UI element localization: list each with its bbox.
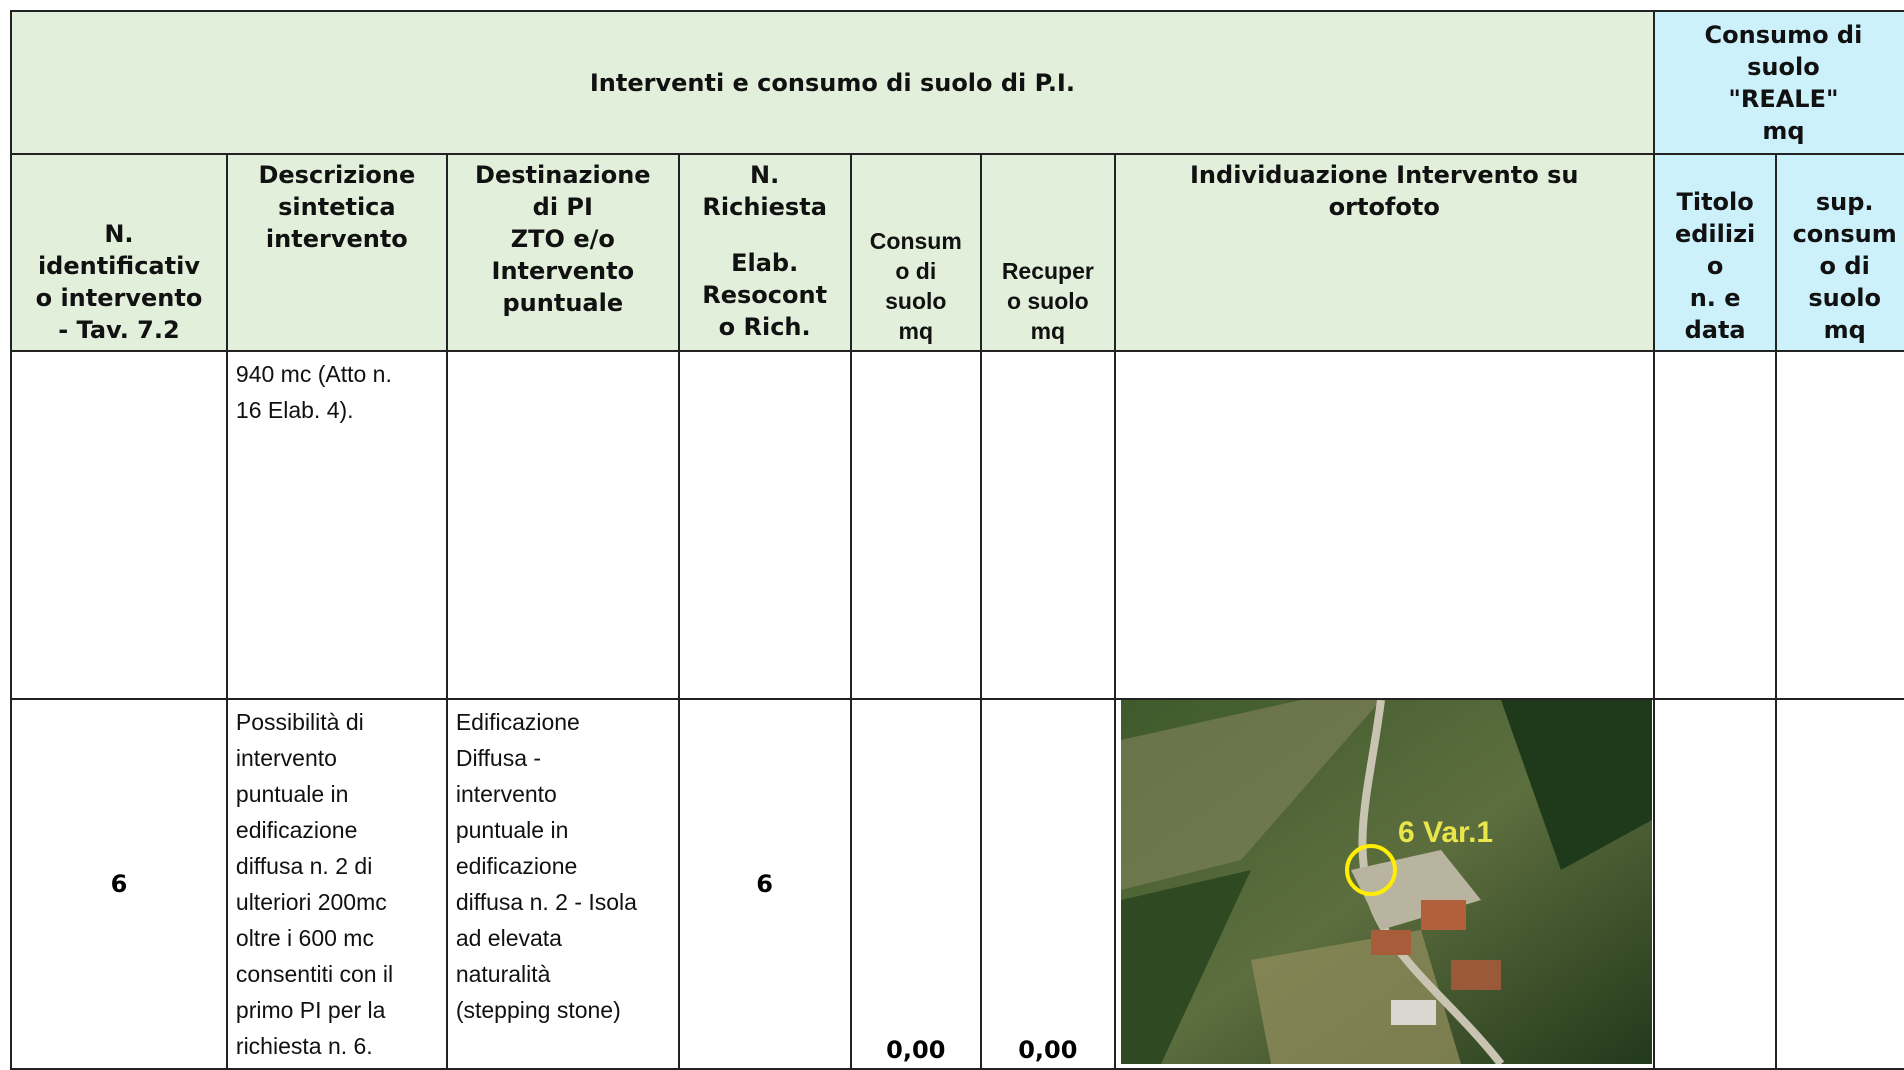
text-line: Possibilità di xyxy=(235,709,364,735)
ortofoto-label: 6 Var.1 xyxy=(1398,816,1493,849)
text-line: edilizi xyxy=(1674,220,1756,248)
cell: 0,00 xyxy=(980,698,1116,1070)
cell: Possibilità di intervento puntuale in edifi… xyxy=(225,698,448,1070)
text-line: N. xyxy=(750,161,780,189)
cell: 0,00 xyxy=(849,698,983,1070)
text-line: Titolo xyxy=(1676,188,1754,216)
text-line: diffusa n. 2 - Isola xyxy=(455,889,637,915)
text-line: suolo xyxy=(885,288,947,314)
column-header: Descrizione sintetica intervento xyxy=(225,153,448,352)
text-line: naturalità xyxy=(455,961,551,987)
column-header: Titolo edilizi o n. e data xyxy=(1652,153,1778,352)
cell xyxy=(1113,350,1655,700)
text-line: puntuale in xyxy=(235,781,349,807)
cell: 940 mc (Atto n. 16 Elab. 4). xyxy=(225,350,448,700)
text-line: N. xyxy=(104,220,134,248)
text-line: 940 mc (Atto n. xyxy=(235,361,392,387)
column-header: Consum o di suolo mq xyxy=(849,153,983,352)
text-line: Descrizione xyxy=(258,161,416,189)
text-line: puntuale xyxy=(502,289,624,317)
text-line: Consum xyxy=(869,228,962,254)
text-line: o Rich. xyxy=(718,313,811,341)
text-line: identificativ xyxy=(37,252,200,280)
text-line xyxy=(688,223,842,247)
text-line: intervento xyxy=(455,781,557,807)
text-line: Diffusa - xyxy=(455,745,542,771)
text-line: sintetica xyxy=(278,193,396,221)
text-line: o di xyxy=(1819,252,1870,280)
text-line: - Tav. 7.2 xyxy=(58,316,180,344)
text-line: suolo xyxy=(1747,52,1820,81)
text-line: o xyxy=(1706,252,1724,280)
text-line: primo PI per la xyxy=(235,997,386,1023)
text-line: o suolo xyxy=(1006,288,1089,314)
cell xyxy=(1775,350,1904,700)
text-line: Richiesta xyxy=(702,193,827,221)
text-line: data xyxy=(1684,316,1746,344)
table: Interventi e consumo di suolo di P.I. Co… xyxy=(10,10,1904,1070)
text-line: Individuazione Intervento su xyxy=(1190,161,1579,189)
text-line: intervento xyxy=(265,225,408,253)
text-line: Edificazione xyxy=(455,709,580,735)
text-line: Recuper xyxy=(1001,258,1094,284)
text-line: (stepping stone) xyxy=(455,997,621,1023)
text-line: n. e xyxy=(1689,284,1741,312)
column-header: N. identificativ o intervento - Tav. 7.2 xyxy=(10,153,228,352)
consumo-title: Consumo di suolo "REALE" mq xyxy=(1652,10,1904,155)
text-line: oltre i 600 mc xyxy=(235,925,374,951)
text-line: mq xyxy=(1030,318,1066,344)
text-line: o intervento xyxy=(35,284,203,312)
column-header: Recuper o suolo mq xyxy=(980,153,1116,352)
cell-id: 6 xyxy=(10,698,228,1070)
text-line: consentiti con il xyxy=(235,961,394,987)
text-line: o di xyxy=(895,258,937,284)
column-header: Individuazione Intervento su ortofoto xyxy=(1113,153,1655,352)
cell xyxy=(1775,698,1904,1070)
text-line: ulteriori 200mc xyxy=(235,889,387,915)
text-line: mq xyxy=(898,318,934,344)
cell xyxy=(10,350,228,700)
text-line: ZTO e/o xyxy=(510,225,615,253)
column-header: sup. consum o di suolo mq xyxy=(1775,153,1904,352)
text-line: Destinazione xyxy=(475,161,651,189)
text-line: mq xyxy=(1823,316,1866,344)
text-line: sup. xyxy=(1815,188,1874,216)
text-line: Resocont xyxy=(702,281,828,309)
text-line: edificazione xyxy=(455,853,578,879)
text-line: richiesta n. 6. xyxy=(235,1033,373,1059)
table-title: Interventi e consumo di suolo di P.I. xyxy=(10,10,1655,155)
text-line: suolo xyxy=(1808,284,1881,312)
text-line: diffusa n. 2 di xyxy=(235,853,373,879)
cell xyxy=(1652,698,1778,1070)
text-line: 16 Elab. 4). xyxy=(235,397,354,423)
ortofoto: 6 Var.1 xyxy=(1120,701,1652,1064)
cell: 6 xyxy=(677,698,852,1070)
cell: 6 Var.1 xyxy=(1113,698,1655,1070)
text-line: consum xyxy=(1792,220,1897,248)
column-header: Destinazione di PI ZTO e/o Intervento puntua… xyxy=(445,153,680,352)
text-line: Intervento xyxy=(491,257,635,285)
text-line: edificazione xyxy=(235,817,358,843)
text-line: Consumo di xyxy=(1704,20,1863,49)
text-line: puntuale in xyxy=(455,817,569,843)
cell xyxy=(980,350,1116,700)
cell xyxy=(1652,350,1778,700)
text-line: mq xyxy=(1762,116,1805,145)
text-line: "REALE" xyxy=(1728,84,1839,113)
cell xyxy=(849,350,983,700)
text-line: intervento xyxy=(235,745,337,771)
text-line: ad elevata xyxy=(455,925,562,951)
text-line: ortofoto xyxy=(1328,193,1440,221)
column-header: N. Richiesta Elab. Resocont o Rich. xyxy=(677,153,852,352)
text-line: Elab. xyxy=(731,249,799,277)
cell: Edificazione Diffusa - intervento puntuale … xyxy=(445,698,680,1070)
text-line: di PI xyxy=(532,193,593,221)
cell xyxy=(677,350,852,700)
cell xyxy=(445,350,680,700)
